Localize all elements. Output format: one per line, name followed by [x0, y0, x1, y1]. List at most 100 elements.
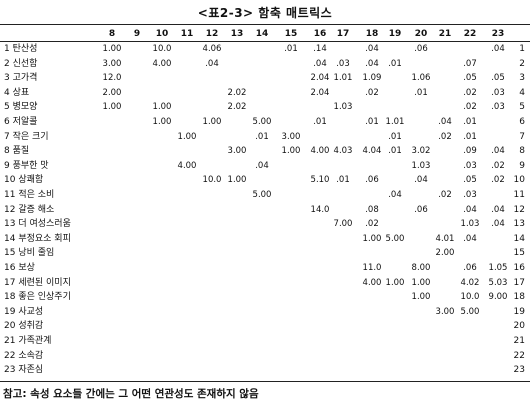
row-label: 19 사교성	[4, 306, 44, 317]
matrix-cell: 4.06	[202, 44, 222, 54]
matrix-cell: 1.00	[411, 277, 431, 288]
column-header: 10	[155, 29, 169, 39]
matrix-cell: .03	[336, 58, 350, 69]
matrix-cell: 4.00	[152, 58, 172, 69]
matrix-cell: 10.0	[460, 292, 480, 303]
matrix-cell: 1.09	[362, 73, 382, 84]
matrix-cell: .04	[313, 58, 327, 69]
matrix-cell: 1.03	[411, 160, 431, 171]
matrix-cell: .02	[365, 219, 379, 230]
row-label: 10 상쾌함	[4, 175, 44, 186]
matrix-cell: .02	[438, 190, 452, 200]
matrix-cell: .08	[365, 204, 379, 215]
table-title: <표2-3> 함축 매트릭스	[197, 6, 333, 20]
row-number: 17	[513, 277, 525, 288]
row-number: 20	[513, 321, 525, 332]
matrix-cell: .04	[414, 175, 428, 186]
row-label: 13 더 여성스러움	[4, 219, 71, 230]
matrix-cell: 1.00	[362, 233, 382, 244]
matrix-cell: .04	[205, 58, 219, 69]
column-header: 13	[230, 29, 244, 39]
row-label: 15 낭비 줄임	[4, 248, 55, 259]
row-label: 12 갈증 해소	[4, 204, 55, 215]
matrix-cell: 2.02	[227, 102, 247, 113]
matrix-cell: .01	[284, 44, 298, 54]
matrix-cell: 5.00	[252, 190, 272, 200]
row-number: 5	[519, 102, 525, 113]
bottom-rule	[0, 381, 530, 382]
matrix-cell: .05	[491, 73, 505, 84]
row-number: 23	[513, 365, 525, 376]
column-header: 14	[255, 29, 269, 39]
row-label: 5 병모양	[4, 102, 38, 113]
top-rule	[0, 24, 530, 25]
matrix-cell: 1.06	[411, 73, 431, 84]
matrix-cell: 4.02	[460, 277, 480, 288]
row-label: 3 고가격	[4, 73, 38, 84]
column-header: 11	[180, 29, 194, 39]
row-label: 6 저알콜	[4, 117, 38, 127]
row-number: 10	[513, 175, 525, 186]
matrix-cell: .04	[491, 44, 505, 54]
column-header: 23	[491, 29, 505, 39]
row-number: 1	[519, 44, 525, 54]
matrix-cell: .04	[491, 146, 505, 157]
matrix-cell: .05	[463, 175, 477, 186]
row-number: 12	[513, 204, 525, 215]
matrix-cell: 1.01	[385, 117, 405, 127]
matrix-cell: .05	[463, 73, 477, 84]
matrix-cell: 7.00	[333, 219, 353, 230]
row-label: 4 상표	[4, 87, 30, 98]
row-number: 4	[519, 87, 525, 98]
row-label: 23 자존심	[4, 365, 44, 376]
matrix-cell: .02	[438, 131, 452, 142]
column-header: 9	[133, 29, 141, 39]
matrix-cell: .04	[365, 44, 379, 54]
matrix-cell: .03	[463, 160, 477, 171]
matrix-cell: .04	[463, 204, 477, 215]
matrix-cell: .06	[414, 44, 428, 54]
column-header: 22	[463, 29, 477, 39]
matrix-cell: 1.00	[411, 292, 431, 303]
column-header: 15	[284, 29, 298, 39]
header-rule	[0, 41, 530, 42]
matrix-cell: 2.04	[310, 87, 330, 98]
matrix-cell: 1.00	[152, 102, 172, 113]
matrix-cell: 2.00	[435, 248, 455, 259]
matrix-cell: .01	[388, 146, 402, 157]
row-label: 14 부정요소 회피	[4, 233, 71, 244]
matrix-cell: 4.03	[333, 146, 353, 157]
column-header: 19	[388, 29, 402, 39]
matrix-cell: 9.00	[488, 292, 508, 303]
matrix-cell: 1.01	[333, 73, 353, 84]
matrix-cell: 1.05	[488, 263, 508, 273]
column-header: 21	[438, 29, 452, 39]
matrix-cell: 4.00	[362, 277, 382, 288]
matrix-cell: 3.00	[281, 131, 301, 142]
row-number: 21	[513, 336, 525, 346]
matrix-cell: 1.03	[333, 102, 353, 113]
column-header: 18	[365, 29, 379, 39]
matrix-cell: .01	[414, 87, 428, 98]
matrix-cell: 14.0	[310, 204, 330, 215]
matrix-cell: 1.00	[385, 277, 405, 288]
matrix-cell: 1.00	[102, 44, 122, 54]
matrix-cell: 2.02	[227, 87, 247, 98]
matrix-cell: .02	[365, 87, 379, 98]
row-label: 22 소속감	[4, 350, 44, 361]
matrix-cell: 5.10	[310, 175, 330, 186]
matrix-cell: .02	[463, 87, 477, 98]
row-number: 2	[519, 58, 525, 69]
matrix-cell: 10.0	[202, 175, 222, 186]
matrix-cell: .01	[463, 117, 477, 127]
matrix-cell: .02	[491, 160, 505, 171]
matrix-cell: .09	[463, 146, 477, 157]
matrix-cell: 2.00	[102, 87, 122, 98]
row-number: 22	[513, 350, 525, 361]
matrix-cell: .03	[463, 190, 477, 200]
matrix-cell: .06	[414, 204, 428, 215]
matrix-cell: .01	[463, 131, 477, 142]
row-number: 13	[513, 219, 525, 230]
row-label: 9 풍부한 맛	[4, 160, 49, 171]
matrix-cell: 4.00	[310, 146, 330, 157]
